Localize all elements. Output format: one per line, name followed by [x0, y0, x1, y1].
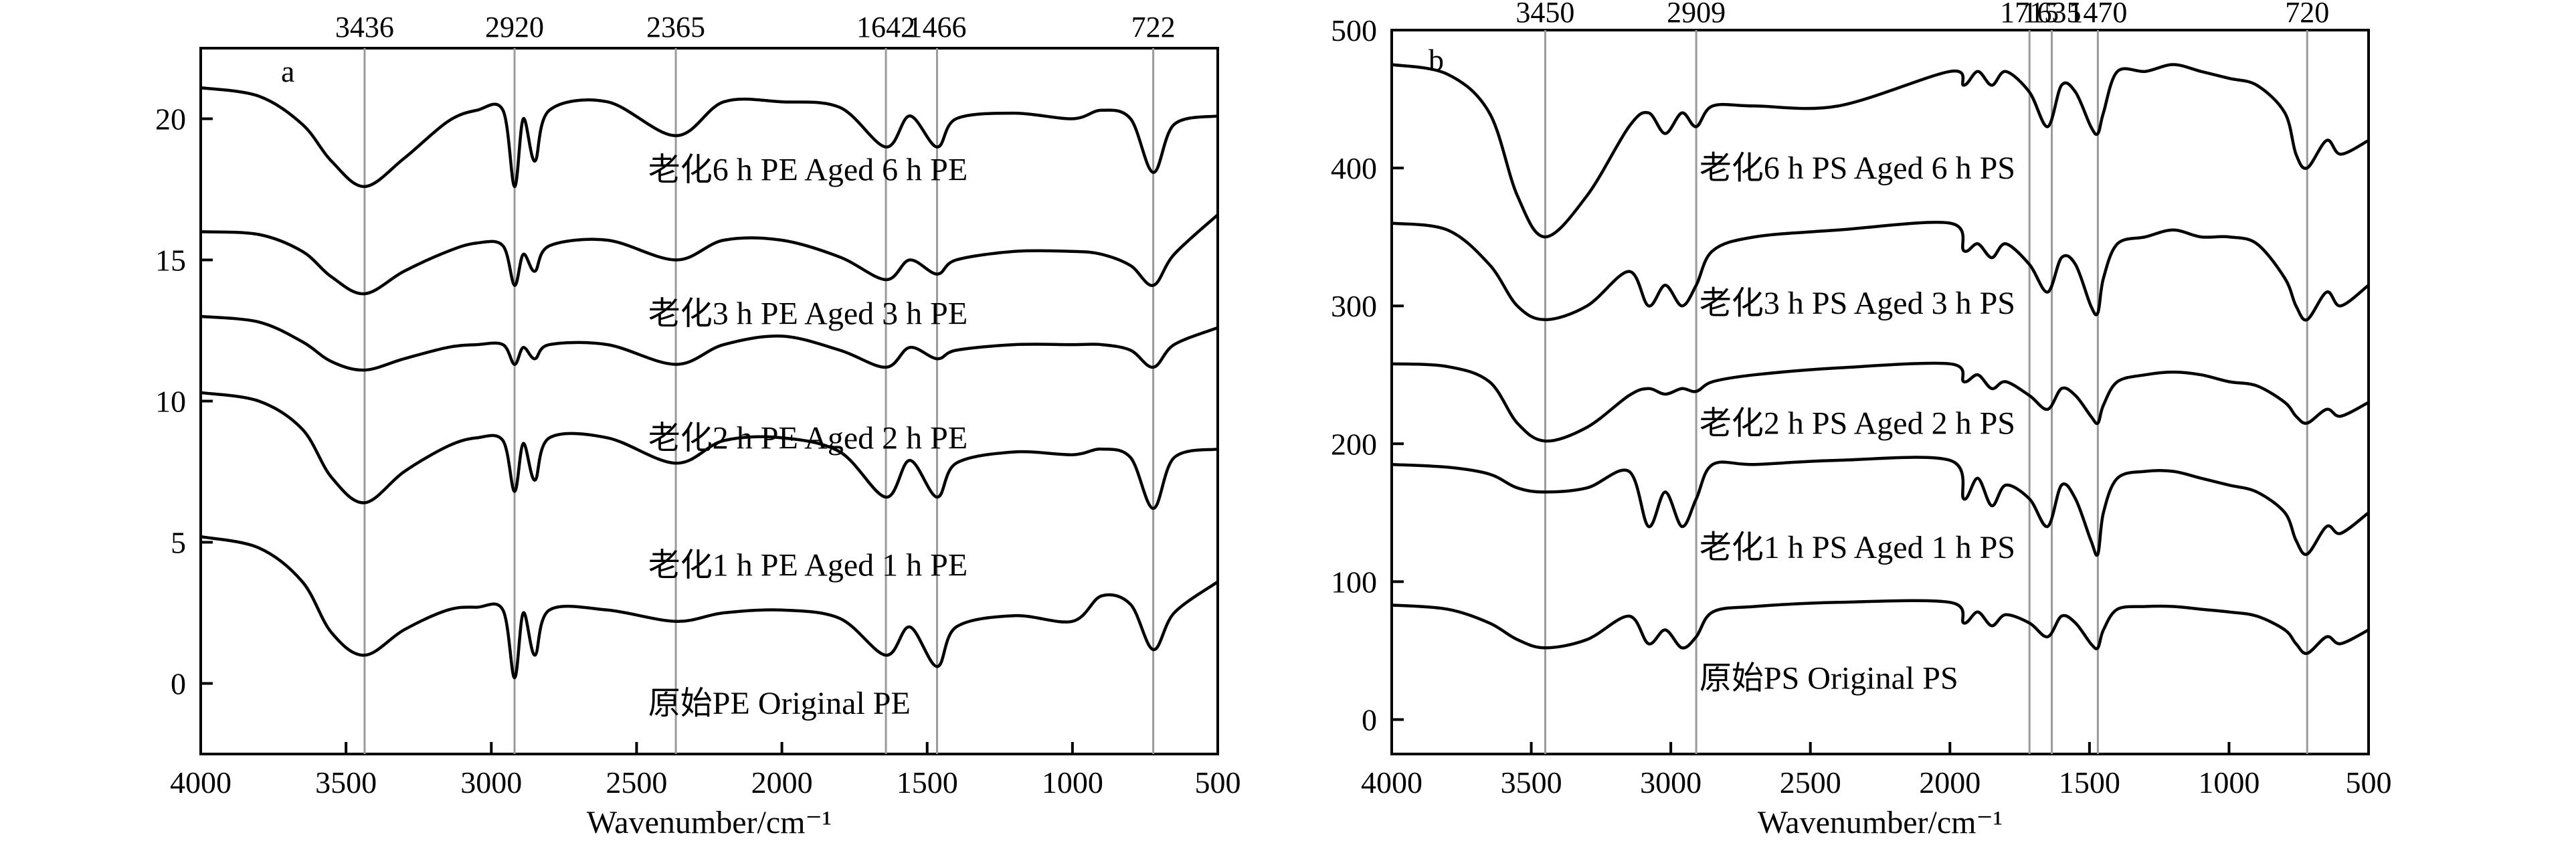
series-label-a-0: 老化6 h PE Aged 6 h PE [648, 152, 968, 187]
x-tick-label-2500: 2500 [1780, 765, 1841, 800]
y-tick-label-0: 0 [171, 667, 186, 701]
series-label-a-4: 原始PE Original PE [648, 686, 911, 721]
series-line-a-4 [200, 535, 1219, 680]
series-label-b-1: 老化3 h PS Aged 3 h PS [1699, 286, 2015, 321]
x-tick-label-2000: 2000 [751, 765, 813, 800]
panel-b-x-axis-title: Wavenumber/cm⁻¹ [1758, 805, 2003, 840]
peak-label-1466: 1466 [907, 11, 966, 43]
panel-a-x-axis-title: Wavenumber/cm⁻¹ [587, 805, 832, 840]
panel-b-plot-frame [1390, 29, 2370, 755]
series-label-b-0: 老化6 h PS Aged 6 h PS [1699, 151, 2015, 186]
x-tick-label-4000: 4000 [170, 765, 232, 800]
panel-a-y-axis: 0 5 10 15 20 [155, 102, 213, 701]
panel-a-pe-spectra: 老化6 h PE Aged 6 h PE 老化3 h PE Aged 3 h PE… [155, 11, 1241, 840]
panel-a-x-axis: 4000 3500 3000 2500 2000 1500 1000 500 [170, 742, 1241, 800]
x-tick-label-3000: 3000 [1640, 765, 1701, 800]
y-tick-label-100: 100 [1331, 565, 1377, 599]
y-tick-label-15: 15 [155, 244, 186, 278]
series-label-b-4: 原始PS Original PS [1699, 661, 1958, 696]
y-tick-label-500: 500 [1331, 13, 1377, 48]
peak-label-2920: 2920 [485, 11, 544, 43]
panel-b-curve-labels: 老化6 h PS Aged 6 h PS 老化3 h PS Aged 3 h PS… [1699, 151, 2015, 696]
x-tick-label-1000: 1000 [1042, 765, 1103, 800]
x-tick-label-2000: 2000 [1919, 765, 1981, 800]
series-line-a-3 [200, 391, 1218, 510]
peak-label-1635: 1635 [2023, 0, 2082, 29]
peak-label-1642: 1642 [856, 11, 915, 43]
peak-label-1715: 1715 [2000, 0, 2059, 29]
peak-label-3450: 3450 [1515, 0, 1574, 29]
y-tick-label-10: 10 [155, 385, 186, 419]
peak-label-3436: 3436 [335, 11, 394, 43]
series-line-a-0 [200, 86, 1218, 189]
series-line-b-0 [1391, 63, 2370, 239]
x-tick-label-3500: 3500 [1501, 765, 1562, 800]
x-tick-label-1500: 1500 [2059, 765, 2120, 800]
peak-label-2365: 2365 [646, 11, 705, 43]
panel-b-letter: b [1429, 43, 1444, 77]
series-line-b-2 [1391, 361, 2370, 443]
series-label-a-3: 老化1 h PE Aged 1 h PE [648, 547, 968, 583]
x-tick-label-1500: 1500 [897, 765, 958, 800]
series-label-b-2: 老化2 h PS Aged 2 h PS [1699, 405, 2015, 441]
x-tick-label-2500: 2500 [606, 765, 667, 800]
y-tick-label-20: 20 [155, 102, 186, 136]
panel-a-curve-labels: 老化6 h PE Aged 6 h PE 老化3 h PE Aged 3 h PE… [648, 152, 968, 721]
x-tick-label-500: 500 [1195, 765, 1241, 800]
series-line-b-4 [1391, 599, 2370, 655]
peak-label-2909: 2909 [1667, 0, 1726, 29]
y-tick-label-0: 0 [1362, 702, 1377, 737]
series-line-b-3 [1391, 456, 2370, 557]
series-line-b-1 [1391, 221, 2370, 322]
peak-label-722: 722 [1131, 11, 1176, 43]
x-tick-label-500: 500 [2346, 765, 2392, 800]
y-tick-label-5: 5 [171, 526, 186, 560]
series-label-b-3: 老化1 h PS Aged 1 h PS [1699, 530, 2015, 565]
x-tick-label-4000: 4000 [1361, 765, 1422, 800]
panel-b-y-axis: 0 100 200 300 400 500 [1331, 13, 1404, 737]
x-tick-label-1000: 1000 [2198, 765, 2260, 800]
series-line-a-1 [200, 213, 1219, 296]
panel-b-ps-spectra: 老化6 h PS Aged 6 h PS 老化3 h PS Aged 3 h PS… [1331, 0, 2392, 840]
panel-a-curves [200, 86, 1219, 680]
series-line-a-2 [200, 314, 1218, 372]
peak-label-720: 720 [2285, 0, 2329, 29]
peak-label-1470: 1470 [2068, 0, 2127, 29]
panel-b-x-axis: 4000 3500 3000 2500 2000 1500 1000 500 [1361, 742, 2392, 800]
x-tick-label-3500: 3500 [315, 765, 377, 800]
y-tick-label-200: 200 [1331, 427, 1377, 461]
series-label-a-1: 老化3 h PE Aged 3 h PE [648, 296, 968, 332]
panel-a-letter: a [281, 54, 294, 88]
series-label-a-2: 老化2 h PE Aged 2 h PE [648, 420, 968, 456]
panel-a-peak-lines [363, 48, 1155, 754]
panel-b-curves [1391, 63, 2370, 655]
y-tick-label-400: 400 [1331, 151, 1377, 185]
y-tick-label-300: 300 [1331, 289, 1377, 323]
x-tick-label-3000: 3000 [460, 765, 522, 800]
